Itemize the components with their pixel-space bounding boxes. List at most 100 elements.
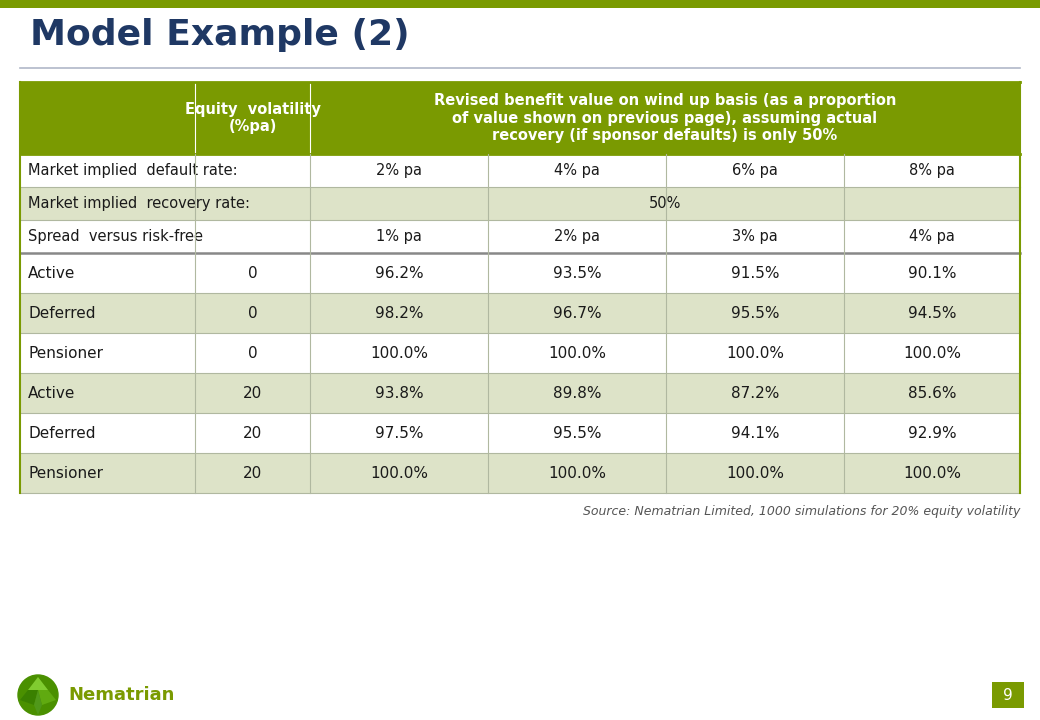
Bar	[844, 373, 1020, 413]
Text: 93.8%: 93.8%	[374, 385, 423, 400]
Text: Market implied  default rate:: Market implied default rate:	[28, 163, 237, 178]
Polygon shape	[28, 677, 48, 690]
Text: 0: 0	[248, 305, 257, 320]
Text: 95.5%: 95.5%	[731, 305, 779, 320]
Bar	[20, 82, 196, 154]
Text: 100.0%: 100.0%	[726, 346, 784, 361]
Text: 96.2%: 96.2%	[374, 266, 423, 281]
Bar	[310, 373, 488, 413]
Text: 91.5%: 91.5%	[731, 266, 779, 281]
Bar	[310, 187, 1020, 220]
Bar	[310, 413, 488, 453]
Bar	[310, 333, 488, 373]
Bar	[196, 413, 310, 453]
Text: Pensioner: Pensioner	[28, 346, 103, 361]
Bar	[488, 453, 666, 493]
Text: Equity  volatility
(%pa): Equity volatility (%pa)	[184, 102, 320, 134]
Text: Model Example (2): Model Example (2)	[30, 18, 410, 52]
Bar	[196, 293, 310, 333]
Text: 100.0%: 100.0%	[548, 346, 606, 361]
Bar	[310, 82, 1020, 154]
Bar	[488, 154, 666, 187]
Text: 87.2%: 87.2%	[731, 385, 779, 400]
Bar	[666, 154, 844, 187]
Text: 96.7%: 96.7%	[552, 305, 601, 320]
Bar	[196, 82, 310, 154]
Bar	[310, 293, 488, 333]
Bar	[20, 293, 196, 333]
Text: 100.0%: 100.0%	[903, 466, 961, 480]
Text: 94.1%: 94.1%	[731, 426, 779, 441]
Text: 0: 0	[248, 346, 257, 361]
Text: Pensioner: Pensioner	[28, 466, 103, 480]
Text: 100.0%: 100.0%	[548, 466, 606, 480]
Text: 2% pa: 2% pa	[554, 229, 600, 244]
Text: 100.0%: 100.0%	[726, 466, 784, 480]
Text: 85.6%: 85.6%	[908, 385, 956, 400]
Text: 1% pa: 1% pa	[376, 229, 422, 244]
Bar	[488, 413, 666, 453]
Text: 3% pa: 3% pa	[732, 229, 778, 244]
Bar	[488, 253, 666, 293]
Text: 20: 20	[243, 466, 262, 480]
Polygon shape	[38, 690, 56, 705]
Text: 0: 0	[248, 266, 257, 281]
Bar	[666, 373, 844, 413]
Bar	[666, 333, 844, 373]
Text: 20: 20	[243, 385, 262, 400]
Bar	[196, 453, 310, 493]
Bar	[488, 293, 666, 333]
Text: Spread  versus risk-free: Spread versus risk-free	[28, 229, 203, 244]
Bar	[20, 154, 310, 187]
Bar	[20, 253, 196, 293]
Bar	[20, 413, 196, 453]
Bar	[992, 682, 1024, 708]
Text: 9: 9	[1004, 688, 1013, 703]
Text: Active: Active	[28, 385, 75, 400]
Bar	[20, 187, 310, 220]
Bar	[310, 453, 488, 493]
Bar	[310, 220, 488, 253]
Bar	[666, 293, 844, 333]
Polygon shape	[34, 690, 42, 715]
Text: 90.1%: 90.1%	[908, 266, 956, 281]
Text: Nematrian: Nematrian	[68, 686, 175, 704]
Bar	[666, 220, 844, 253]
Bar	[844, 220, 1020, 253]
Text: Market implied  recovery rate:: Market implied recovery rate:	[28, 196, 250, 211]
Text: 20: 20	[243, 426, 262, 441]
Bar	[488, 220, 666, 253]
Text: Deferred: Deferred	[28, 305, 96, 320]
Polygon shape	[20, 690, 38, 705]
Text: 97.5%: 97.5%	[374, 426, 423, 441]
Bar	[666, 413, 844, 453]
Text: 94.5%: 94.5%	[908, 305, 956, 320]
Text: Source: Nematrian Limited, 1000 simulations for 20% equity volatility: Source: Nematrian Limited, 1000 simulati…	[582, 505, 1020, 518]
Bar	[488, 333, 666, 373]
Text: Revised benefit value on wind up basis (as a proportion
of value shown on previo: Revised benefit value on wind up basis (…	[434, 93, 896, 143]
Text: 4% pa: 4% pa	[909, 229, 955, 244]
Text: 6% pa: 6% pa	[732, 163, 778, 178]
Bar	[310, 253, 488, 293]
Bar	[196, 253, 310, 293]
Text: 95.5%: 95.5%	[552, 426, 601, 441]
Text: 93.5%: 93.5%	[552, 266, 601, 281]
Bar	[310, 154, 488, 187]
Text: 50%: 50%	[649, 196, 681, 211]
Bar	[20, 453, 196, 493]
Bar	[844, 453, 1020, 493]
Text: 4% pa: 4% pa	[554, 163, 600, 178]
Text: Active: Active	[28, 266, 75, 281]
Bar	[20, 373, 196, 413]
Bar	[666, 253, 844, 293]
Bar	[20, 220, 310, 253]
Text: 100.0%: 100.0%	[370, 346, 428, 361]
Bar	[844, 154, 1020, 187]
Bar	[844, 333, 1020, 373]
Bar	[20, 333, 196, 373]
Text: 100.0%: 100.0%	[370, 466, 428, 480]
Bar	[844, 413, 1020, 453]
Bar	[196, 373, 310, 413]
Circle shape	[18, 675, 58, 715]
Bar	[196, 333, 310, 373]
